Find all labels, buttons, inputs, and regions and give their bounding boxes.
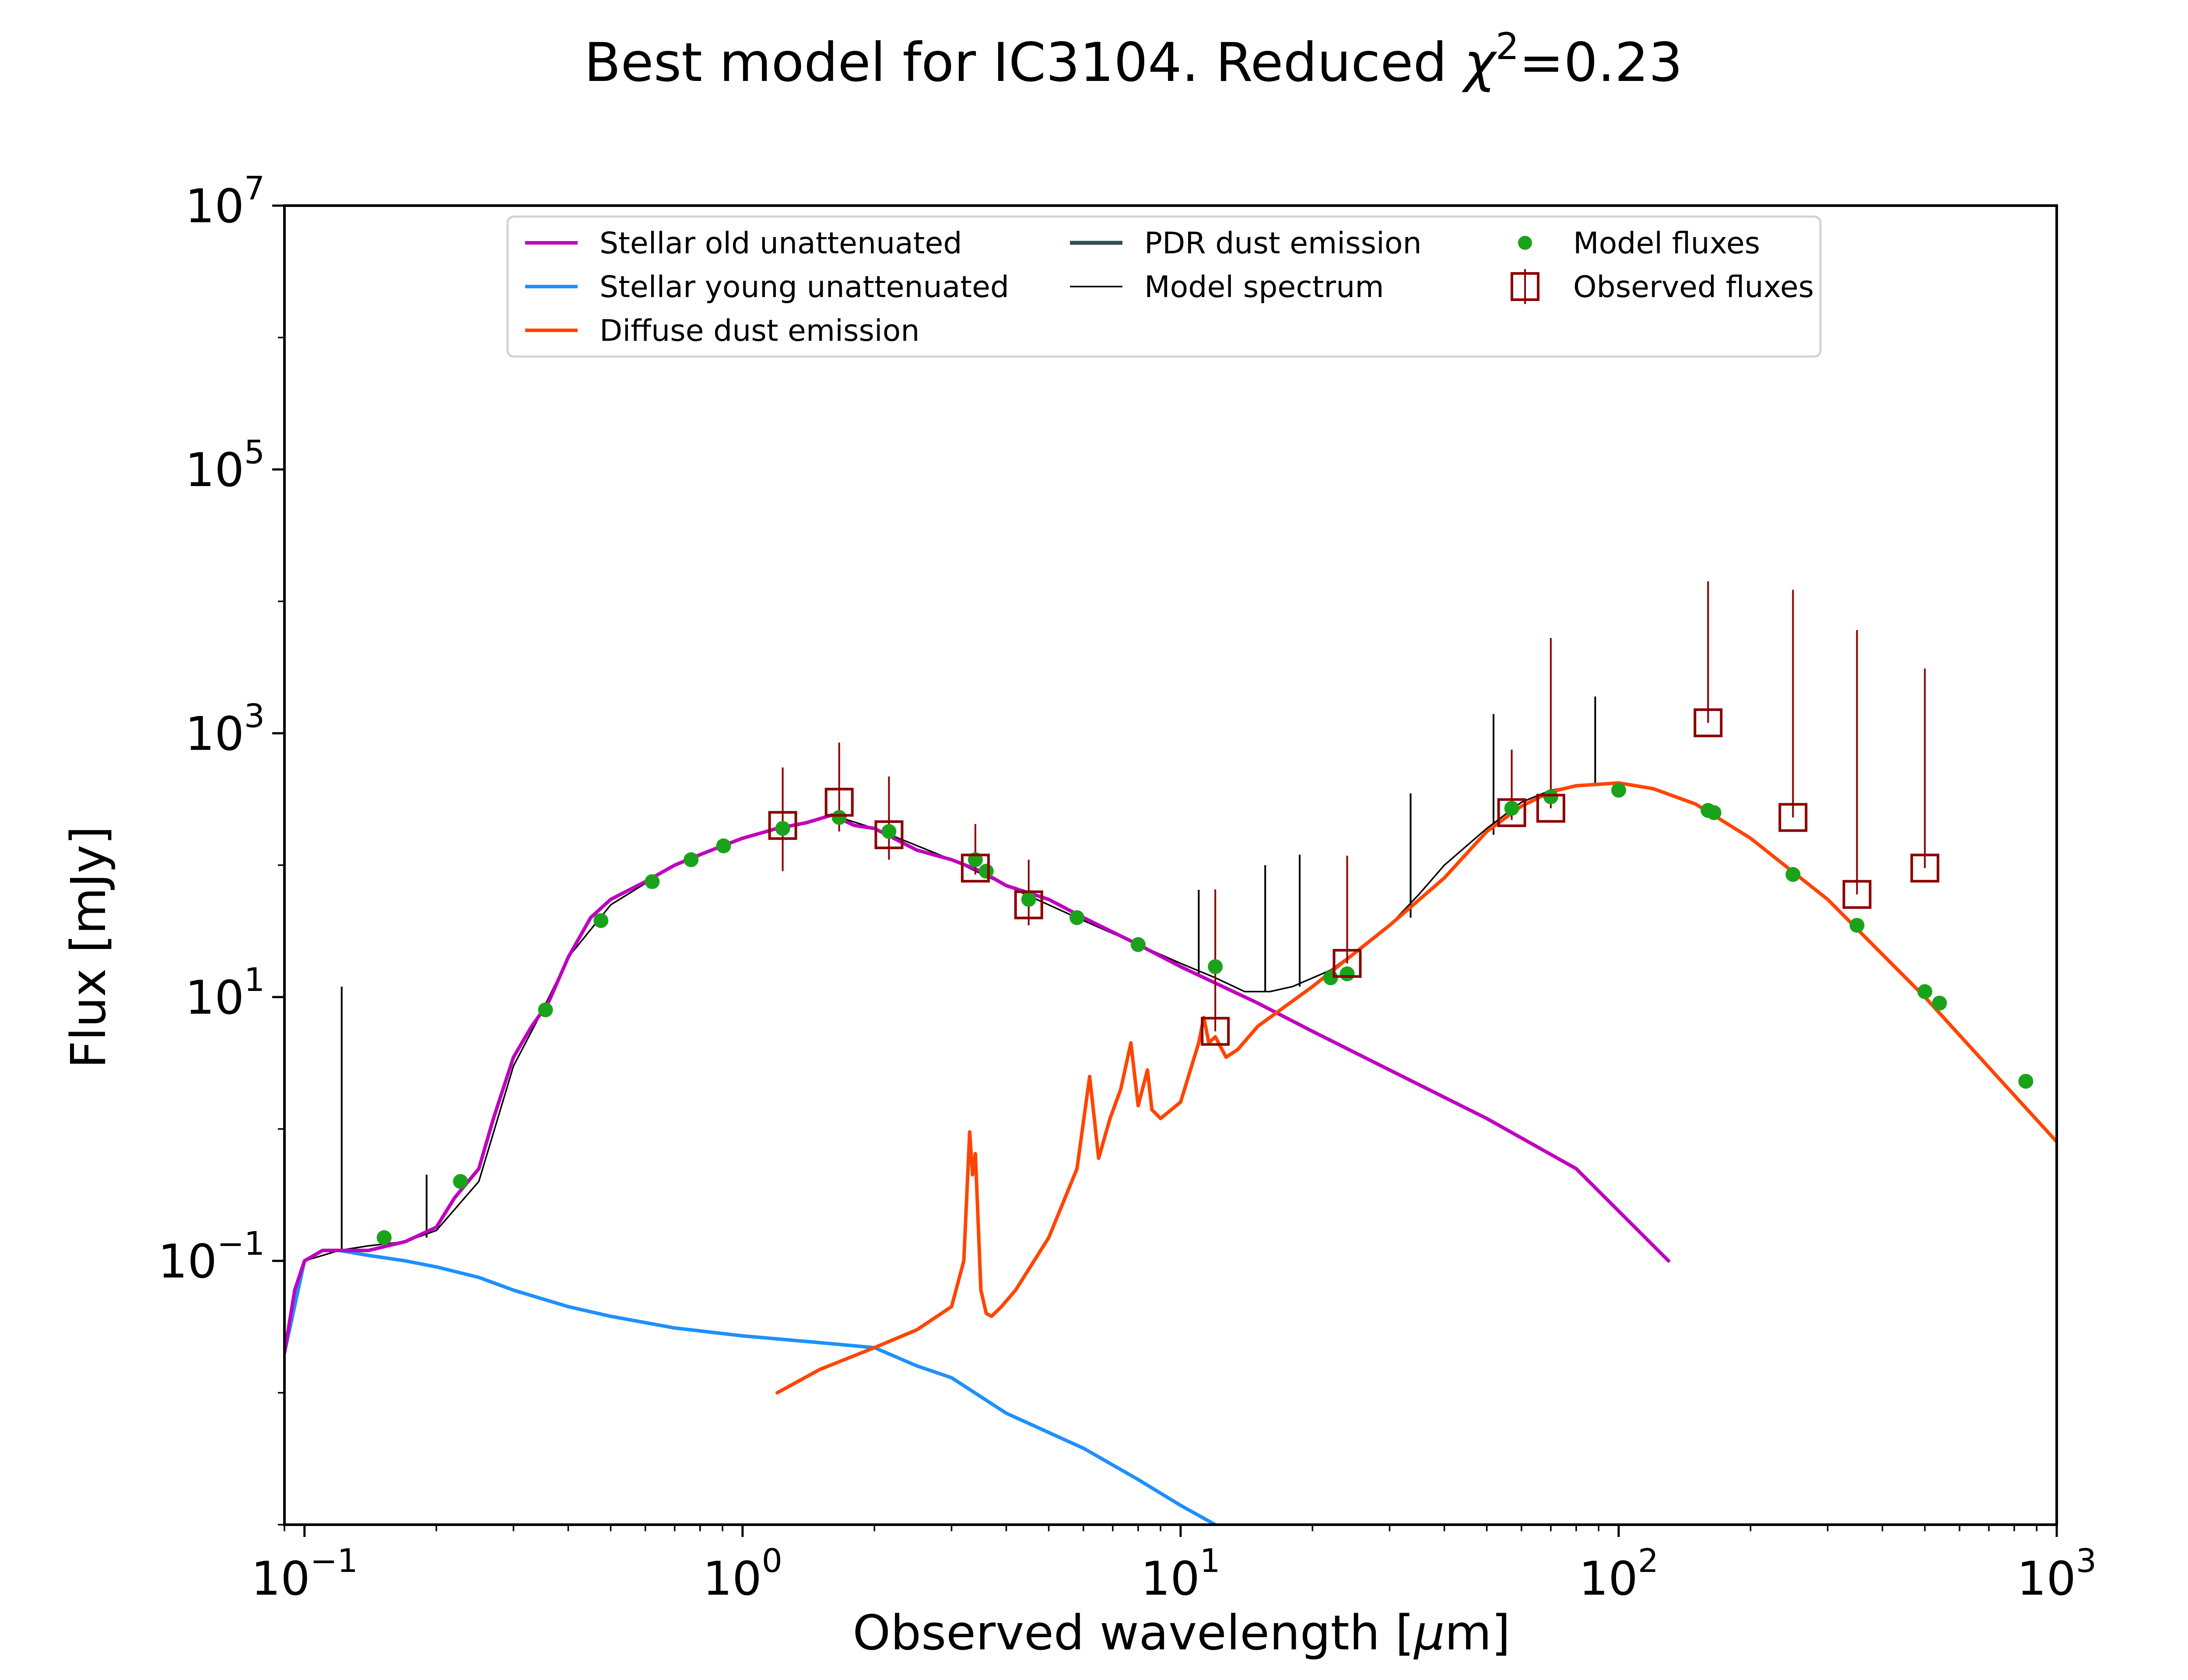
observed-flux-marker [1778,803,1808,832]
legend-label: Stellar young unattenuated [600,270,1009,304]
model-flux-point [775,821,790,836]
x-axis-label-mu: μ [1413,1605,1445,1661]
chart-title-superscript: 2 [1496,25,1519,68]
model-flux-point [1069,910,1085,925]
x-axis: 10−1 100 101 102 103 [251,1525,2097,1606]
chart-title-prefix: Best model for IC3104. Reduced [584,32,1464,94]
y-tick-label: 105 [185,434,265,497]
legend-label: Stellar old unattenuated [600,226,962,261]
y-axis-label: Flux [mJy] [60,826,116,1068]
x-axis-label: Observed wavelength [μm] [853,1605,1511,1661]
legend-label: PDR dust emission [1144,226,1422,261]
series-diffuse-dust-line [775,781,2057,1395]
series-stellar-old-line [284,813,1670,1355]
model-flux-point [1932,995,1947,1011]
chart-title-suffix: =0.23 [1519,32,1683,94]
x-axis-label-prefix: Observed wavelength [ [853,1605,1414,1661]
observed-flux-marker [1536,794,1565,823]
chart-title: Best model for IC3104. Reduced χ2=0.23 [584,25,1683,94]
observed-flux-marker [824,788,854,817]
x-tick-label: 100 [703,1542,782,1606]
observed-flux-marker [1910,854,1939,883]
plot-area: 10−1 100 101 102 103 10−1 101 103 105 107 [158,170,2097,1606]
observed-flux-marker [961,854,990,883]
chart-title-chi: χ [1462,32,1497,94]
series-layer [284,581,2057,1525]
model-flux-point [593,913,609,928]
y-tick-label: 10−1 [158,1225,265,1288]
model-flux-point [1504,801,1519,816]
model-flux-point [684,852,699,868]
x-tick-label: 103 [2017,1542,2097,1606]
model-flux-point [538,1002,553,1018]
legend: Stellar old unattenuated Stellar young un… [506,215,1822,358]
y-tick-label: 107 [185,170,265,233]
observed-flux-marker [1842,880,1872,909]
model-flux-point [1785,867,1801,882]
observed-flux-marker [1201,1017,1230,1046]
axes-frame [283,204,2058,1526]
x-tick-label: 102 [1579,1542,1659,1606]
series-stellar-young-line [284,1249,1217,1525]
observed-flux-marker [874,820,904,850]
model-flux-point [1021,892,1036,907]
model-flux-point [881,824,897,839]
x-tick-label: 101 [1141,1542,1220,1606]
model-flux-point [1339,966,1355,981]
model-flux-point [1849,917,1865,933]
y-tick-label: 101 [185,961,265,1025]
model-flux-point [1208,959,1223,974]
model-flux-point [1130,937,1146,952]
model-flux-point [1611,783,1626,798]
model-flux-point [1706,805,1722,820]
legend-label: Observed fluxes [1573,270,1814,304]
x-axis-label-suffix: m] [1445,1605,1510,1661]
model-flux-point [376,1230,392,1245]
legend-label: Model spectrum [1144,270,1384,304]
legend-swatch [1511,272,1539,301]
observed-flux-marker [768,811,797,840]
model-flux-point [831,810,847,825]
observed-flux-marker [1014,890,1043,920]
legend-label: Model fluxes [1573,226,1760,261]
model-flux-point [2018,1074,2034,1089]
model-flux-point [1917,984,1932,999]
model-flux-point [645,874,660,889]
legend-frame [506,215,1822,358]
model-flux-point [716,838,731,854]
observed-flux-marker [1332,949,1362,978]
model-flux-point [978,864,994,879]
legend-swatch [1518,236,1532,250]
y-tick-label: 103 [185,697,265,761]
model-flux-point [1543,789,1558,805]
y-axis: 10−1 101 103 105 107 [158,170,284,1526]
legend-label: Diffuse dust emission [600,314,919,348]
observed-flux-marker [1497,798,1526,827]
x-tick-label: 10−1 [251,1542,358,1606]
model-flux-point [453,1174,468,1189]
observed-flux-marker [1694,708,1723,738]
